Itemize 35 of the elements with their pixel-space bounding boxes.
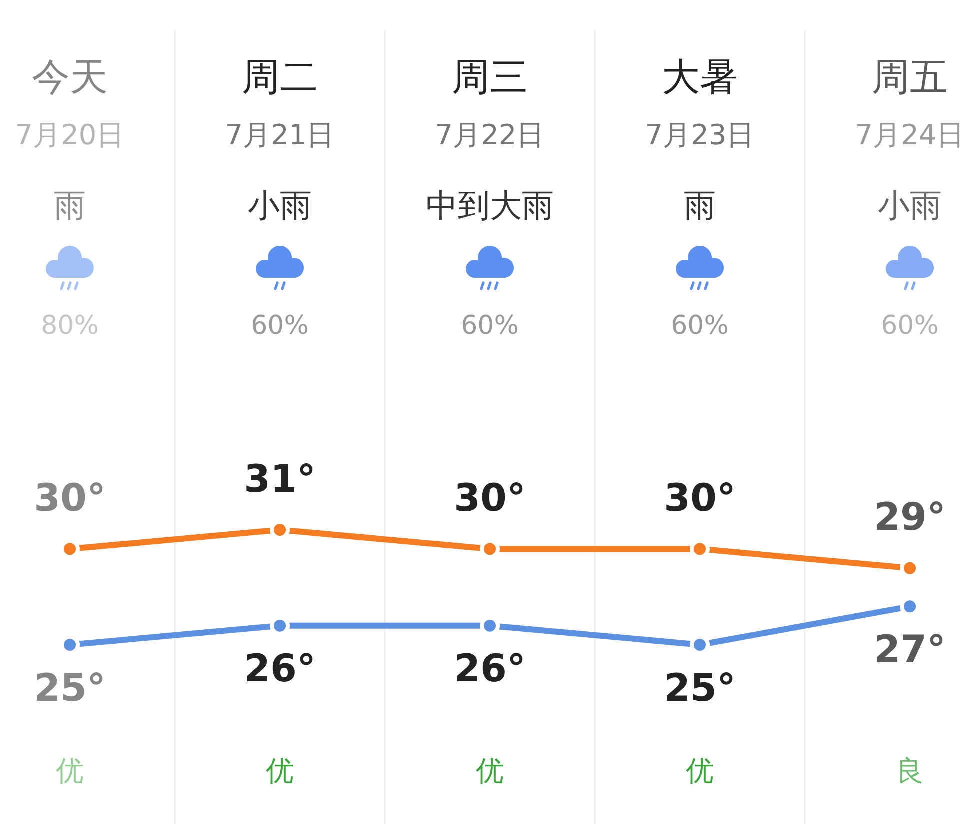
text: 优 (56, 754, 84, 788)
x-tick-label: 今天 (32, 54, 108, 99)
data-label: 26° (244, 646, 316, 691)
text: 良 (896, 754, 924, 788)
text: 7月21日 (225, 118, 335, 152)
x-tick-label: 周二 (242, 54, 318, 99)
text: 7月20日 (15, 118, 125, 152)
text: 优 (476, 754, 504, 788)
data-label: 30° (34, 476, 106, 520)
x-tick-label: 大暑 (662, 54, 738, 99)
data-label: 26° (454, 646, 526, 691)
data-label: 30° (664, 476, 736, 520)
text: 小雨 (878, 186, 942, 224)
data-label: 30° (454, 476, 526, 520)
x-tick-label: 周三 (452, 54, 528, 99)
text: 7月23日 (645, 118, 755, 152)
text: 7月24日 (855, 118, 965, 152)
data-label: 27° (874, 628, 946, 672)
text: 优 (266, 754, 294, 788)
data-label: 25° (34, 666, 106, 710)
x-tick-label: 周五 (872, 54, 948, 99)
text: 雨 (684, 186, 716, 224)
data-label: 25° (664, 666, 736, 710)
text: 7月22日 (435, 118, 545, 152)
text: 80% (41, 310, 99, 341)
text: 60% (881, 310, 939, 341)
data-label: 31° (244, 456, 316, 501)
text: 60% (251, 310, 309, 341)
text: 中到大雨 (426, 186, 554, 224)
text: 优 (686, 754, 714, 788)
text: 60% (461, 310, 519, 341)
text: 60% (671, 310, 729, 341)
text: 雨 (54, 186, 86, 224)
text: 小雨 (248, 186, 312, 224)
data-label: 29° (874, 495, 946, 540)
